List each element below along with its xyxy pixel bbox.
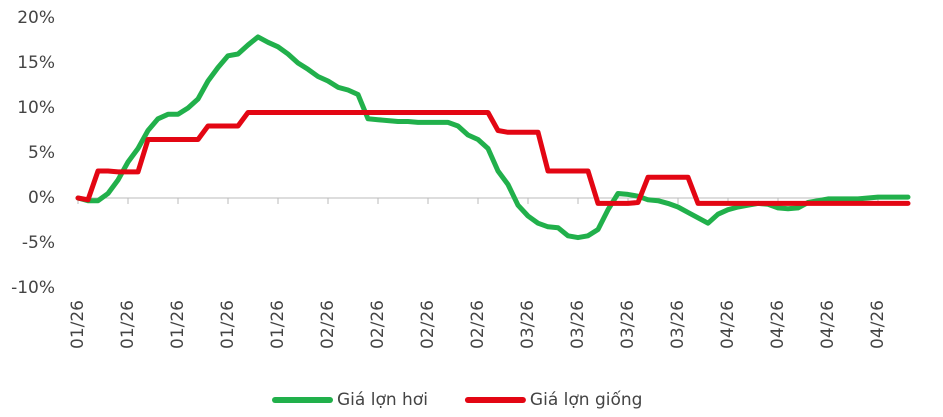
- x-tick-label: 01/26: [268, 300, 288, 349]
- x-tick-label: 04/26: [868, 300, 888, 349]
- x-tick-label: 01/26: [118, 300, 138, 349]
- y-tick-label: -10%: [11, 278, 55, 298]
- x-tick-label: 01/26: [68, 300, 88, 349]
- y-tick-label: 15%: [17, 53, 55, 73]
- y-tick-label: -5%: [22, 233, 55, 253]
- x-tick-label: 03/26: [568, 300, 588, 349]
- series-line: [75, 110, 911, 206]
- x-tick-label: 02/26: [368, 300, 388, 349]
- x-tick-label: 01/26: [168, 300, 188, 349]
- x-tick-label: 02/26: [418, 300, 438, 349]
- x-tick-label: 03/26: [668, 300, 688, 349]
- legend: Giá lợn hơi Giá lợn giống: [272, 389, 643, 410]
- x-tick-label: 03/26: [518, 300, 538, 349]
- x-tick-label: 03/26: [618, 300, 638, 349]
- legend-label: Giá lợn giống: [530, 389, 643, 410]
- y-tick-label: 5%: [28, 143, 55, 163]
- x-tick-label: 04/26: [768, 300, 788, 349]
- x-tick-label: 04/26: [818, 300, 838, 349]
- y-tick-label: 0%: [28, 188, 55, 208]
- x-tick-label: 01/26: [218, 300, 238, 349]
- legend-label: Giá lợn hơi: [337, 390, 428, 410]
- y-tick-label: 10%: [17, 98, 55, 118]
- y-tick-label: 20%: [17, 8, 55, 28]
- x-tick-label: 04/26: [718, 300, 738, 349]
- x-tick-label: 02/26: [468, 300, 488, 349]
- x-tick-label: 02/26: [318, 300, 338, 349]
